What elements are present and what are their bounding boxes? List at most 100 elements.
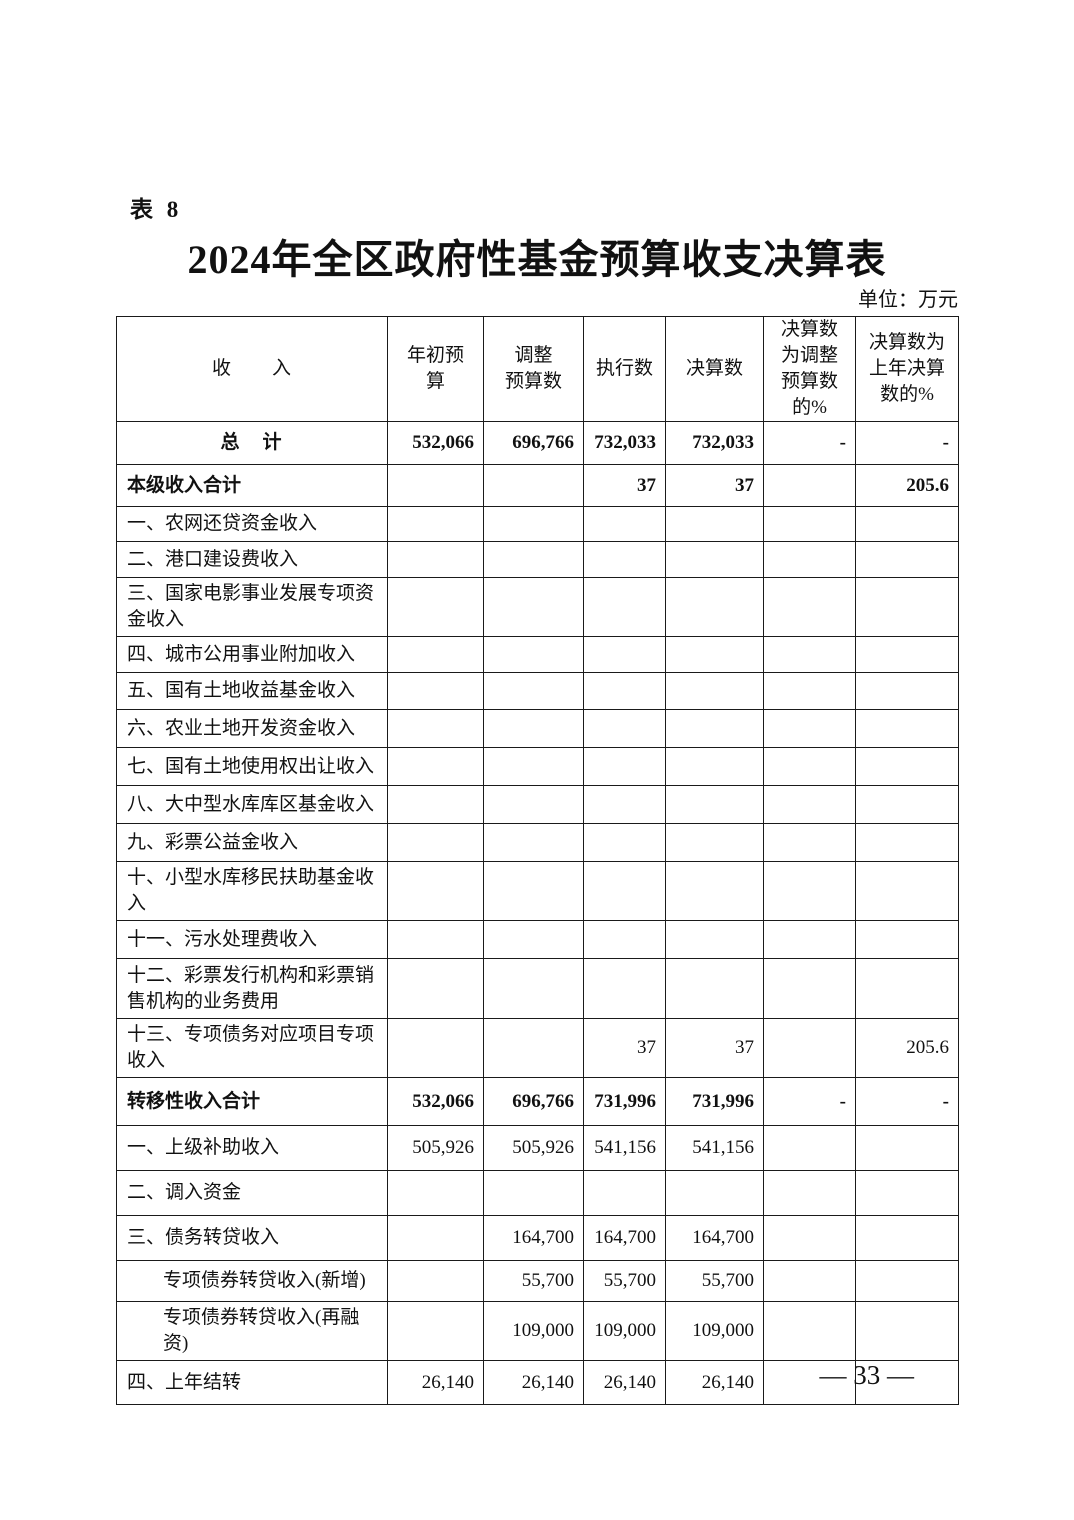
row-value: 732,033 (583, 421, 666, 465)
row-value (483, 577, 584, 637)
table-row: 三、国家电影事业发展专项资金收入 (116, 577, 959, 637)
row-value: - (855, 421, 959, 465)
table-row: 四、上年结转 26,140 26,140 26,140 26,140 (116, 1360, 959, 1405)
row-value (387, 785, 484, 824)
row-value (763, 636, 856, 673)
row-value (387, 577, 484, 637)
row-value (387, 464, 484, 507)
row-value: 109,000 (665, 1301, 764, 1361)
row-value (855, 1170, 959, 1216)
row-value (855, 823, 959, 862)
row-value (387, 958, 484, 1019)
table-row: 转移性收入合计 532,066 696,766 731,996 731,996- - (116, 1077, 959, 1126)
row-value: 164,700 (483, 1215, 584, 1261)
row-value (387, 861, 484, 921)
row-value (387, 672, 484, 710)
row-value: 731,996 (583, 1077, 666, 1126)
row-value (855, 541, 959, 578)
row-value (483, 464, 584, 507)
row-value (763, 506, 856, 542)
row-label: 四、城市公用事业附加收入 (116, 636, 388, 673)
row-value: 532,066 (387, 421, 484, 465)
row-value (583, 636, 666, 673)
row-value (665, 672, 764, 710)
row-label: 二、调入资金 (116, 1170, 388, 1216)
row-value (763, 920, 856, 959)
row-value (387, 823, 484, 862)
row-value (483, 506, 584, 542)
table-row: 十二、彩票发行机构和彩票销售机构的业务费用 (116, 958, 959, 1019)
row-label: 十三、专项债务对应项目专项收入 (116, 1018, 388, 1078)
table-body: 总 计 532,066 696,766 732,033 732,033- - 本级收入合计 3… (116, 421, 959, 1405)
row-value (483, 785, 584, 824)
row-value (855, 1301, 959, 1361)
row-value (855, 636, 959, 673)
row-value: 37 (583, 1018, 666, 1078)
row-value (855, 1260, 959, 1302)
row-value (763, 958, 856, 1019)
table-row: 五、国有土地收益基金收入 (116, 672, 959, 710)
row-value (763, 672, 856, 710)
row-value (763, 1260, 856, 1302)
row-value (665, 577, 764, 637)
row-value (583, 506, 666, 542)
row-value: 37 (583, 464, 666, 507)
table-row: 专项债券转贷收入(新增) 55,700 55,700 55,700 (116, 1260, 959, 1302)
row-label: 四、上年结转 (116, 1360, 388, 1405)
row-value (483, 541, 584, 578)
row-value (665, 920, 764, 959)
row-value (665, 823, 764, 862)
row-value (665, 785, 764, 824)
row-label: 十、小型水库移民扶助基金收入 (116, 861, 388, 921)
row-value (763, 747, 856, 786)
row-value: 37 (665, 464, 764, 507)
row-value (665, 709, 764, 748)
row-value: 205.6 (855, 464, 959, 507)
row-value: 505,926 (387, 1125, 484, 1171)
row-value (583, 672, 666, 710)
row-value (387, 920, 484, 959)
row-value (855, 1215, 959, 1261)
row-label: 三、国家电影事业发展专项资金收入 (116, 577, 388, 637)
row-value (855, 672, 959, 710)
column-header: 调整 预算数 (483, 316, 584, 422)
row-value (583, 920, 666, 959)
row-value (583, 541, 666, 578)
page-title: 2024年全区政府性基金预算收支决算表 (187, 237, 887, 282)
row-value (665, 747, 764, 786)
column-header: 决算数为 上年决算 数的% (855, 316, 959, 422)
row-value (855, 747, 959, 786)
row-value (763, 823, 856, 862)
page-number: — 33 — (819, 1360, 915, 1390)
row-value (483, 1018, 584, 1078)
table-row: 总 计 532,066 696,766 732,033 732,033- - (116, 421, 959, 465)
row-value: 505,926 (483, 1125, 584, 1171)
row-value (763, 1125, 856, 1171)
row-value (387, 1170, 484, 1216)
row-label: 转移性收入合计 (116, 1077, 388, 1126)
table-row: 二、港口建设费收入 (116, 541, 959, 578)
row-value: 164,700 (665, 1215, 764, 1261)
row-value (763, 1215, 856, 1261)
row-value (855, 1360, 959, 1405)
row-value (583, 709, 666, 748)
column-header: 决算数 (665, 316, 764, 422)
table-row: 二、调入资金 (116, 1170, 959, 1216)
row-value: 532,066 (387, 1077, 484, 1126)
row-label: 本级收入合计 (116, 464, 388, 507)
row-value (763, 464, 856, 507)
row-label: 一、农网还贷资金收入 (116, 506, 388, 542)
row-value (665, 506, 764, 542)
row-value (583, 577, 666, 637)
row-value (483, 672, 584, 710)
row-value (483, 920, 584, 959)
row-value (583, 958, 666, 1019)
row-value (387, 709, 484, 748)
row-value (483, 823, 584, 862)
row-value (855, 577, 959, 637)
row-value: 37 (665, 1018, 764, 1078)
row-value (483, 958, 584, 1019)
table-row: 三、债务转贷收入 164,700 164,700 164,700 (116, 1215, 959, 1261)
row-label: 专项债券转贷收入(再融资) (116, 1301, 388, 1361)
row-value (483, 861, 584, 921)
